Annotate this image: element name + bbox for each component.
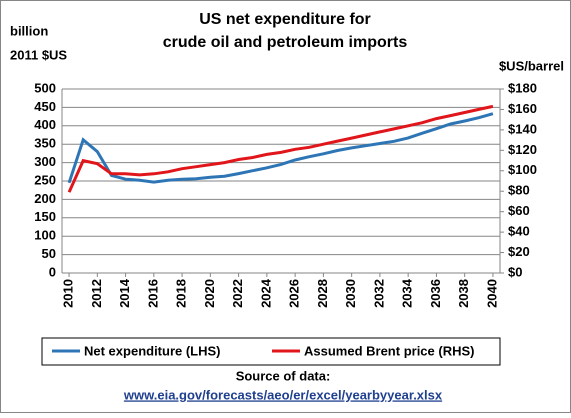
x-tick-label: 2038	[456, 279, 471, 308]
x-tick-label: 2022	[230, 279, 245, 308]
y-tick-label: 500	[34, 80, 56, 95]
y2-tick-label: $40	[508, 224, 530, 239]
source-label: Source of data:	[236, 368, 331, 383]
y-axis-label: billion	[10, 23, 48, 38]
y-tick-label: 200	[34, 191, 56, 206]
x-tick-label: 2024	[258, 278, 273, 308]
x-tick-label: 2034	[400, 278, 415, 308]
x-tick-label: 2028	[315, 279, 330, 308]
y2-tick-label: $160	[508, 101, 537, 116]
x-tick-label: 2010	[61, 279, 76, 308]
y-tick-label: 250	[34, 172, 56, 187]
x-tick-label: 2020	[202, 279, 217, 308]
y2-tick-label: $20	[508, 244, 530, 259]
x-tick-label: 2036	[428, 279, 443, 308]
y2-tick-label: $180	[508, 80, 537, 95]
y2-tick-label: $80	[508, 183, 530, 198]
x-tick-label: 2030	[343, 279, 358, 308]
x-tick-label: 2032	[371, 279, 386, 308]
x-tick-label: 2026	[287, 279, 302, 308]
legend-label: Net expenditure (LHS)	[84, 343, 221, 358]
legend-box	[41, 337, 501, 366]
y2-tick-label: $100	[508, 162, 537, 177]
y-tick-label: 150	[34, 209, 56, 224]
y2-tick-label: $140	[508, 121, 537, 136]
y-tick-label: 300	[34, 154, 56, 169]
y2-axis-label: $US/barrel	[499, 58, 564, 73]
y-axis-label: 2011 $US	[10, 47, 67, 62]
y-tick-label: 450	[34, 99, 56, 114]
y-tick-label: 100	[34, 228, 56, 243]
chart-title: crude oil and petroleum imports	[163, 34, 408, 51]
x-tick-label: 2018	[174, 279, 189, 308]
chart-title: US net expenditure for	[199, 11, 371, 28]
x-tick-label: 2012	[89, 279, 104, 308]
y-tick-label: 0	[49, 264, 56, 279]
y-tick-label: 350	[34, 136, 56, 151]
y2-tick-label: $120	[508, 142, 537, 157]
x-tick-label: 2016	[145, 279, 160, 308]
series-line	[67, 112, 494, 184]
legend-label: Assumed Brent price (RHS)	[304, 343, 474, 358]
y2-tick-label: $0	[508, 264, 522, 279]
source-link[interactable]: www.eia.gov/forecasts/aeo/er/excel/yearb…	[123, 387, 443, 402]
y-tick-label: 400	[34, 117, 56, 132]
series-line	[67, 104, 494, 193]
x-tick-label: 2040	[484, 279, 499, 308]
x-tick-label: 2014	[117, 278, 132, 308]
y2-tick-label: $60	[508, 203, 530, 218]
y-tick-label: 50	[42, 246, 56, 261]
